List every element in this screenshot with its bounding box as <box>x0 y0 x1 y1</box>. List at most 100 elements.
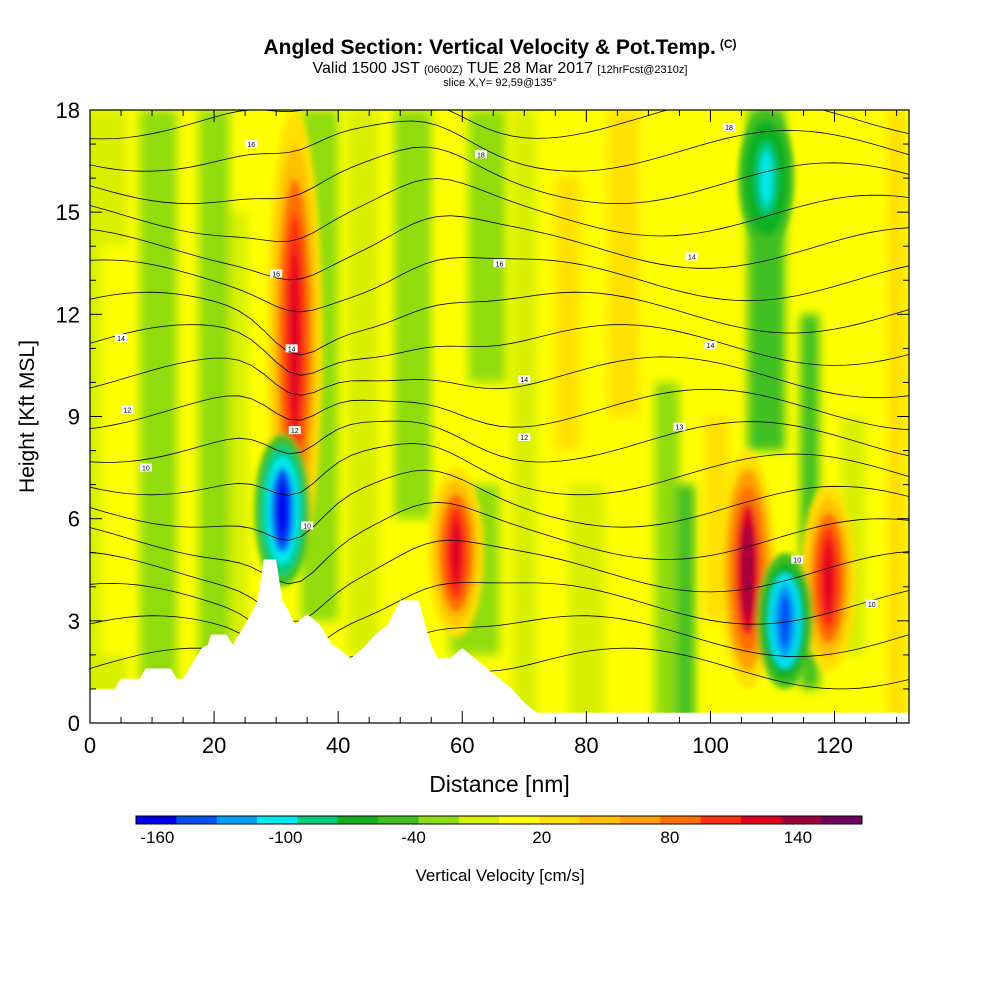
contour-label: 10 <box>142 466 150 473</box>
contour-label-bg <box>518 432 531 441</box>
copyright-mark: (C) <box>719 37 737 51</box>
x-tick-label: 100 <box>692 733 729 758</box>
contour-label: 16 <box>247 142 255 149</box>
x-axis-label: Distance [nm] <box>429 771 570 797</box>
colorbar-label: Vertical Velocity [cm/s] <box>415 866 584 885</box>
isentrope-line <box>90 120 909 172</box>
isentrope-line <box>90 178 909 242</box>
contour-label: 12 <box>520 435 528 442</box>
updraft-core <box>450 518 462 587</box>
colorbar-swatch <box>176 816 218 824</box>
contour-label-bg <box>474 150 487 159</box>
colorbar-swatch <box>781 816 823 824</box>
x-tick-label: 20 <box>202 733 226 758</box>
isentrope-line <box>90 110 909 140</box>
downdraft-core <box>276 479 288 541</box>
isentrope-line <box>90 501 909 585</box>
colorbar-swatch <box>458 816 500 824</box>
downdraft-core <box>779 593 791 649</box>
texture-band <box>394 110 432 519</box>
contour-label: 10 <box>868 602 876 609</box>
velocity-field <box>90 110 909 723</box>
texture-band <box>229 212 249 655</box>
colorbar-tick-label: -100 <box>268 828 302 847</box>
contour-label-bg <box>865 599 878 608</box>
isentrope-line <box>90 146 909 205</box>
valid-time: Valid 1500 JST <box>312 60 420 77</box>
contour-label: 14 <box>117 336 125 343</box>
texture-band <box>567 484 605 723</box>
colorbar-swatch <box>499 816 540 824</box>
updraft-core <box>822 540 834 616</box>
colorbar-frame <box>135 815 863 825</box>
isentrope-line <box>90 388 909 431</box>
colorbar-swatch <box>257 816 298 824</box>
contour-label-bg <box>673 422 686 431</box>
isentrope-line <box>90 539 909 623</box>
valid-date: TUE 28 Mar 2017 <box>466 60 593 77</box>
contour-label: 16 <box>272 271 280 278</box>
contour-label: 12 <box>123 408 131 415</box>
texture-band <box>676 484 695 723</box>
y-tick-label: 6 <box>68 507 80 532</box>
colorbar-tick-label: 80 <box>660 828 679 847</box>
isentrope-line <box>90 356 909 399</box>
texture-band <box>468 110 506 383</box>
isentrope-line <box>90 420 909 463</box>
isentrope-line <box>90 324 909 376</box>
contour-label-bg <box>493 259 506 268</box>
y-tick-label: 3 <box>68 609 80 634</box>
x-tick-label: 40 <box>326 733 350 758</box>
contour-label: 14 <box>288 346 296 353</box>
contour-label-bg <box>139 463 152 472</box>
contour-label-bg <box>285 344 298 353</box>
colorbar-swatch <box>378 816 419 824</box>
texture-band <box>347 110 379 655</box>
contour-label: 18 <box>477 152 485 159</box>
x-tick-label: 80 <box>574 733 598 758</box>
x-tick-label: 0 <box>84 733 96 758</box>
y-tick-label: 12 <box>56 302 80 327</box>
contour-label: 16 <box>496 261 504 268</box>
contour-label: 10 <box>303 523 311 530</box>
contour-label: 10 <box>793 558 801 565</box>
colorbar-tick-label: -40 <box>401 828 426 847</box>
contour-label-bg <box>115 334 128 343</box>
colorbar-tick-label: -160 <box>140 828 174 847</box>
isentrope-line <box>90 442 909 496</box>
colorbar-swatch <box>539 816 581 824</box>
y-tick-label: 18 <box>56 98 80 123</box>
y-tick-label: 15 <box>56 200 80 225</box>
updraft-core <box>289 247 301 432</box>
updraft-core <box>742 522 754 618</box>
colorbar-swatch <box>216 816 258 824</box>
chart-title: Angled Section: Vertical Velocity & Pot.… <box>0 36 1000 60</box>
contour-label: 13 <box>676 425 684 432</box>
colorbar-tick-label: 20 <box>532 828 551 847</box>
colorbar-swatch <box>700 816 742 824</box>
contour-label: 14 <box>688 254 696 261</box>
x-tick-label: 120 <box>816 733 853 758</box>
colorbar-swatch <box>418 816 460 824</box>
isentrope-line <box>90 215 909 281</box>
colorbar-swatch <box>579 816 621 824</box>
isentrope-line <box>90 291 909 356</box>
y-axis-label: Height [Kft MSL] <box>16 340 39 493</box>
isentrope-line <box>90 257 909 313</box>
texture-band <box>555 178 581 451</box>
forecast-info: [12hrFcst@2310z] <box>597 64 688 76</box>
chart-subtitle: Valid 1500 JST (0600Z) TUE 28 Mar 2017 [… <box>0 60 1000 78</box>
contour-label: 18 <box>725 125 733 132</box>
chart-title-text: Angled Section: Vertical Velocity & Pot.… <box>263 36 716 59</box>
contour-label-bg <box>121 405 134 414</box>
colorbar-swatch <box>821 816 863 824</box>
colorbar-swatch <box>741 816 782 824</box>
contour-label-bg <box>245 140 258 149</box>
isentrope-line <box>90 582 909 654</box>
contour-label-bg <box>723 123 736 132</box>
colorbar-swatch <box>297 816 339 824</box>
colorbar-swatch <box>620 816 661 824</box>
contour-label-bg <box>270 269 283 278</box>
downdraft-core <box>760 150 772 206</box>
